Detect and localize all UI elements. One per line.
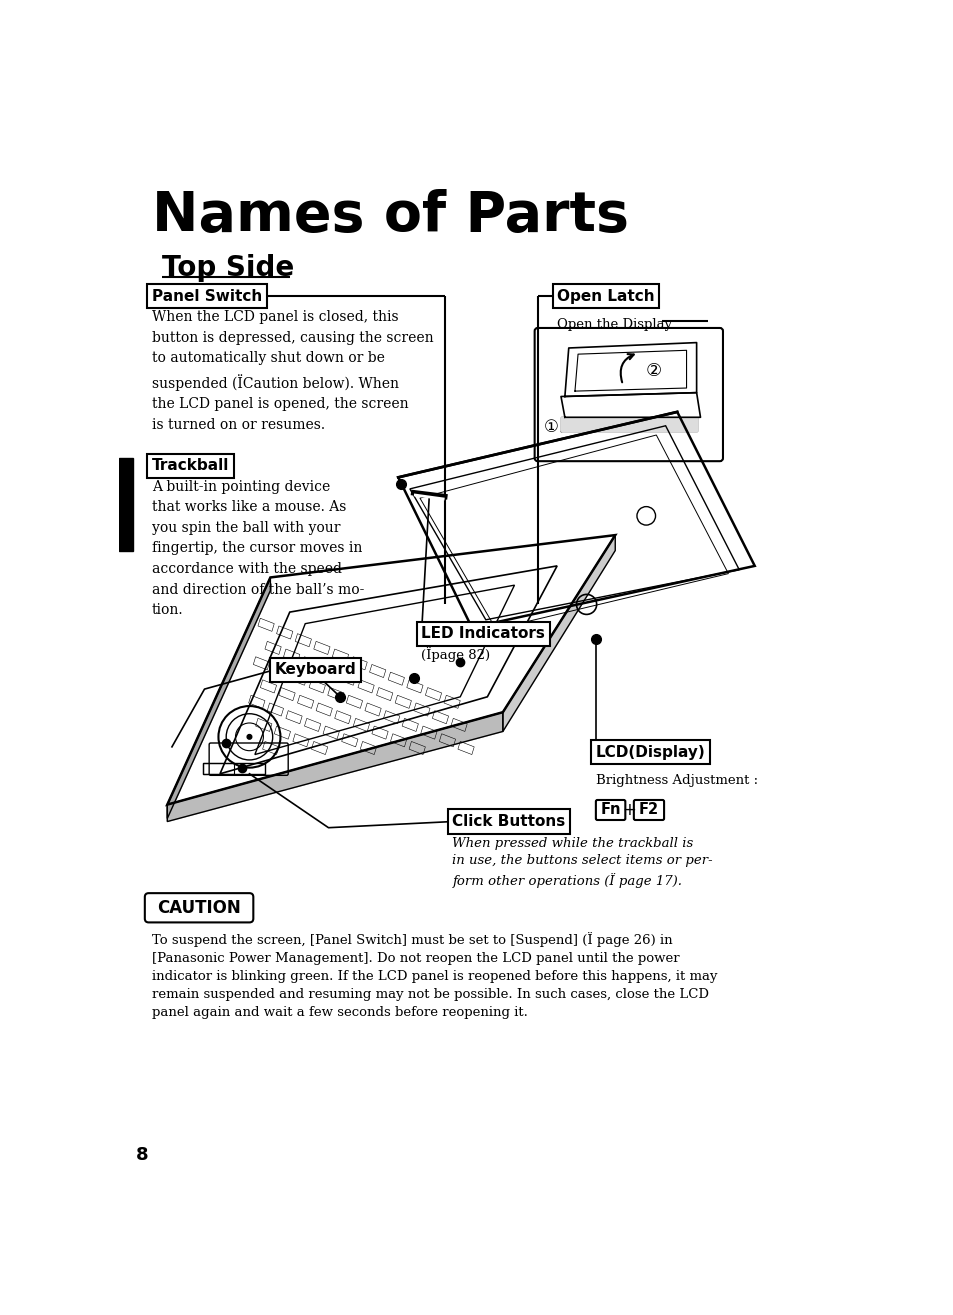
Text: To suspend the screen, [Panel Switch] must be set to [Suspend] (Ï page 26) in
[P: To suspend the screen, [Panel Switch] mu…: [152, 931, 717, 1019]
FancyBboxPatch shape: [596, 800, 624, 821]
Polygon shape: [167, 577, 270, 818]
Text: LCD(Display): LCD(Display): [596, 744, 705, 760]
Text: Open Latch: Open Latch: [557, 289, 654, 304]
Polygon shape: [564, 343, 696, 397]
Text: CAUTION: CAUTION: [157, 898, 241, 917]
Text: Keyboard: Keyboard: [274, 663, 355, 677]
Text: +: +: [621, 801, 636, 819]
Polygon shape: [167, 713, 502, 822]
Text: Top Side: Top Side: [162, 254, 294, 281]
Text: ②: ②: [645, 362, 661, 380]
Text: Fn: Fn: [599, 802, 620, 818]
Circle shape: [247, 735, 252, 739]
Bar: [203, 763, 233, 773]
Text: Open the Display: Open the Display: [557, 318, 672, 331]
Polygon shape: [560, 417, 696, 431]
Bar: [119, 458, 133, 551]
Text: LED Indicators: LED Indicators: [421, 626, 545, 642]
Text: When pressed while the trackball is
in use, the buttons select items or per-
for: When pressed while the trackball is in u…: [452, 836, 713, 888]
Text: ①: ①: [544, 418, 558, 437]
Text: Brightness Adjustment :: Brightness Adjustment :: [596, 773, 758, 786]
Polygon shape: [560, 393, 700, 417]
FancyBboxPatch shape: [145, 893, 253, 922]
Bar: [203, 763, 265, 773]
Text: Names of Parts: Names of Parts: [152, 188, 628, 242]
Text: 8: 8: [136, 1145, 149, 1164]
Text: When the LCD panel is closed, this
button is depressed, causing the screen
to au: When the LCD panel is closed, this butto…: [152, 310, 433, 431]
Text: Panel Switch: Panel Switch: [152, 289, 262, 304]
Text: Click Buttons: Click Buttons: [452, 814, 565, 828]
Text: (Ïpage 82): (Ïpage 82): [421, 647, 490, 661]
Polygon shape: [502, 535, 615, 731]
Text: A built-in pointing device
that works like a mouse. As
you spin the ball with yo: A built-in pointing device that works li…: [152, 480, 364, 617]
Text: F2: F2: [638, 802, 658, 818]
Text: Trackball: Trackball: [152, 459, 229, 473]
FancyBboxPatch shape: [633, 800, 663, 821]
